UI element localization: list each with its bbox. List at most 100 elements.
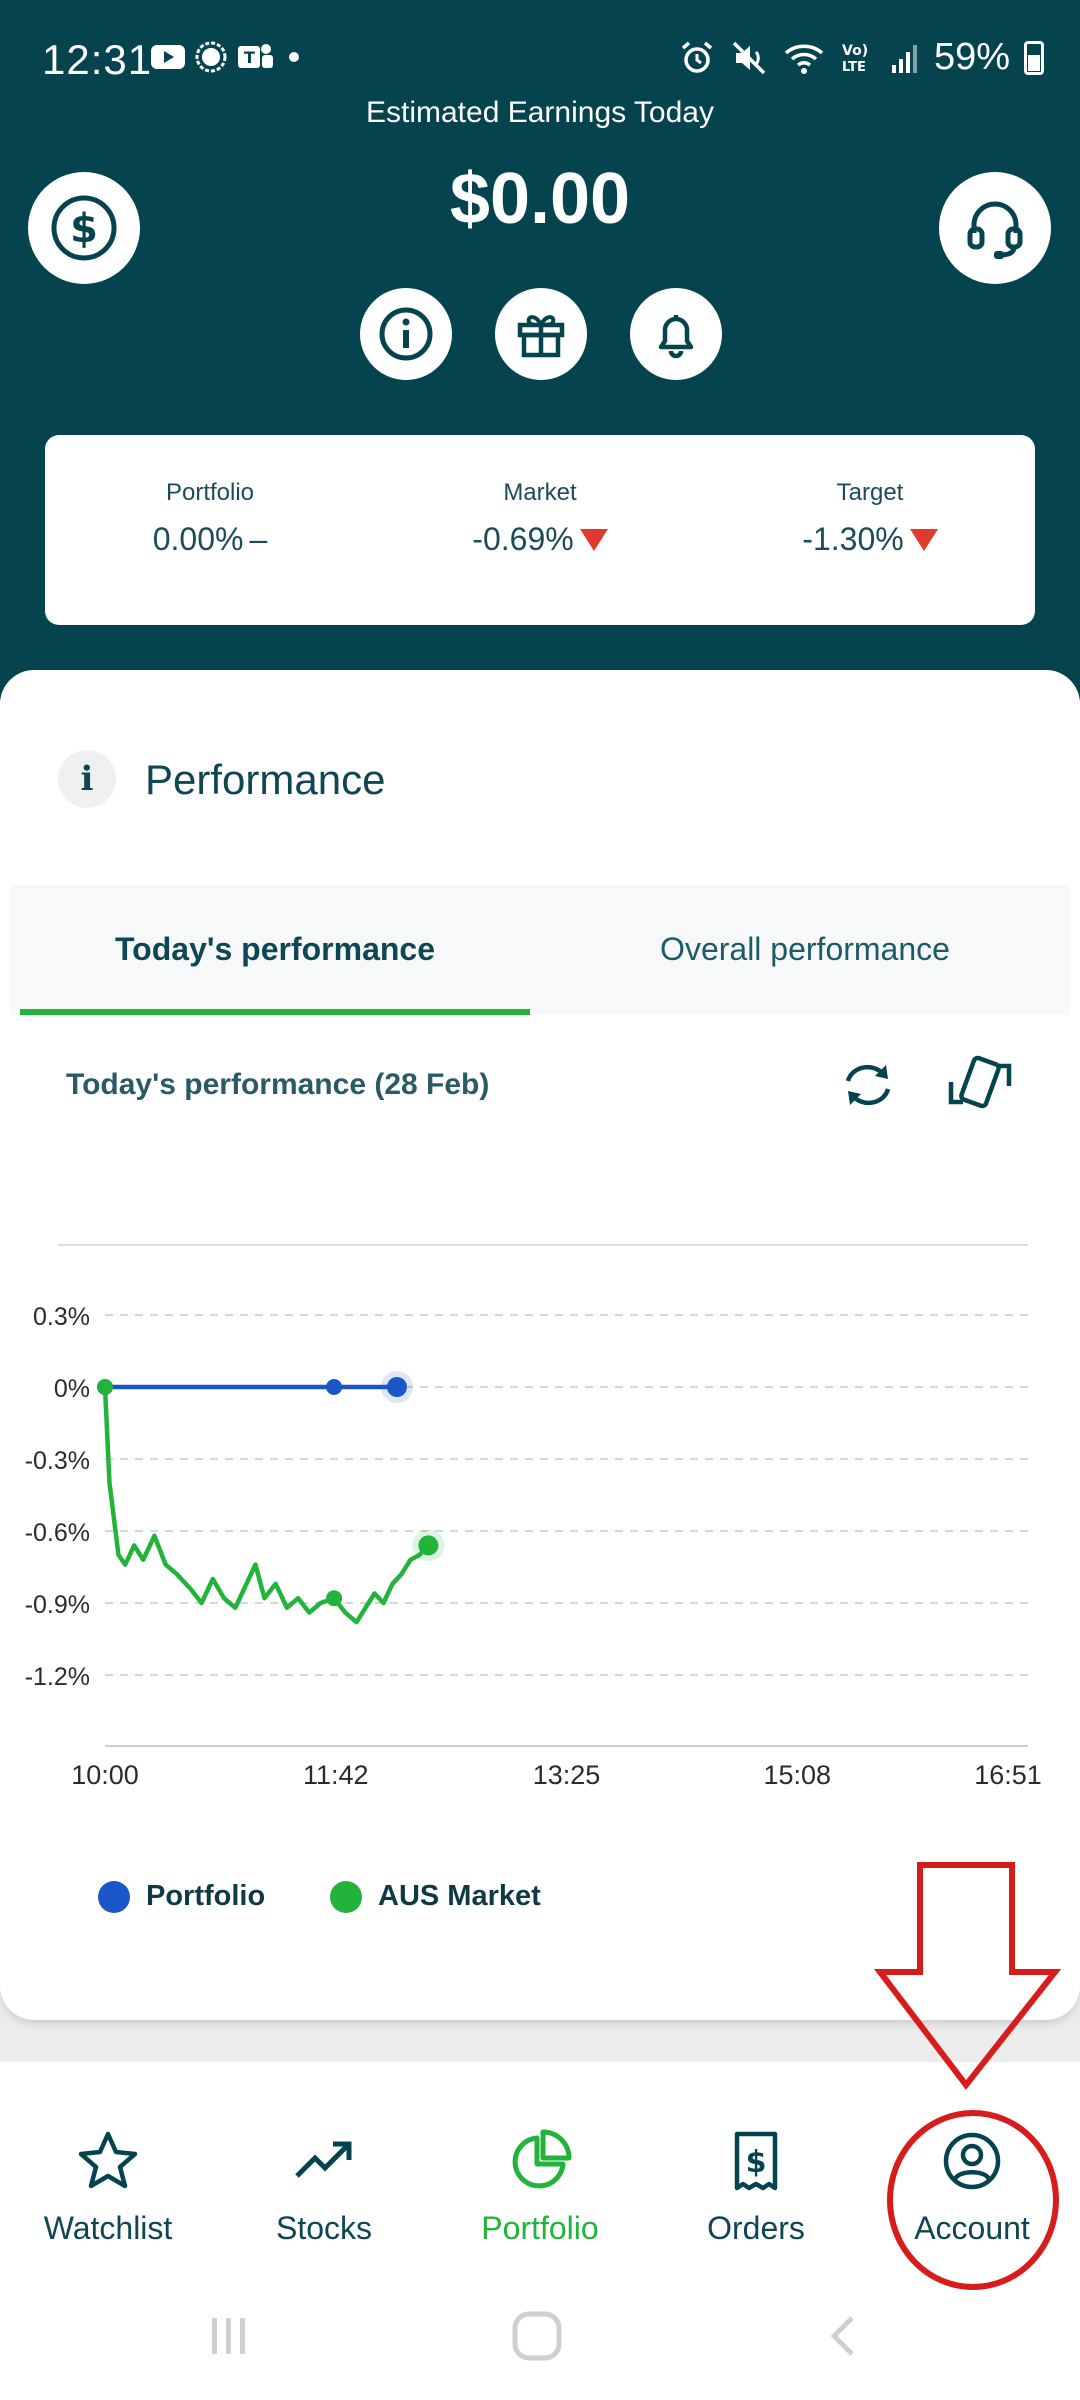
- teams-icon: T: [238, 44, 273, 68]
- wifi-icon: [784, 44, 824, 74]
- flat-trend-icon: –: [249, 521, 268, 557]
- x-tick-label: 13:25: [533, 1760, 601, 1790]
- battery-icon: [1024, 40, 1044, 75]
- signal-app-icon: [195, 41, 227, 73]
- nav-label: Orders: [707, 2210, 805, 2246]
- tab-todays-performance[interactable]: Today's performance: [10, 885, 540, 1015]
- gift-icon: [517, 315, 565, 358]
- refresh-button[interactable]: [838, 1055, 898, 1120]
- stat-target: Target -1.30%: [705, 435, 1035, 625]
- dollar-button[interactable]: $: [28, 172, 140, 284]
- stat-portfolio: Portfolio 0.00% –: [45, 435, 375, 625]
- y-tick-label: 0%: [54, 1375, 90, 1403]
- y-tick-label: -0.6%: [25, 1519, 90, 1547]
- svg-text:T: T: [244, 48, 255, 67]
- svg-text:LTE: LTE: [842, 60, 866, 75]
- series-mid-point: [326, 1590, 343, 1607]
- earnings-value: $0.00: [449, 159, 631, 239]
- stat-value: -0.69%: [472, 521, 574, 557]
- stats-card: Portfolio 0.00% – Market -0.69% Target -…: [45, 435, 1035, 625]
- nav-label: Watchlist: [43, 2210, 173, 2246]
- legend-item-aus-market: AUS Market: [330, 1880, 541, 1913]
- performance-tabs: Today's performance Overall performance: [10, 885, 1070, 1015]
- svg-text:Vo): Vo): [842, 43, 868, 59]
- bell-icon: [658, 315, 694, 359]
- series-mid-point: [326, 1379, 343, 1395]
- receipt-dollar-icon: $: [734, 2131, 778, 2191]
- nav-label: Stocks: [275, 2210, 373, 2246]
- stat-value: 0.00%: [152, 521, 244, 557]
- rewards-button[interactable]: [495, 288, 587, 380]
- back-button[interactable]: [830, 2316, 854, 2356]
- notifications-button[interactable]: [630, 288, 722, 380]
- stat-value-row: -1.30%: [705, 521, 1035, 558]
- x-tick-label: 10:00: [71, 1760, 139, 1790]
- performance-chart: 0.3% 0% -0.3% -0.6% -0.9% -1.2% 10:00 11:42 13:2…: [25, 1244, 1042, 1790]
- status-right: Vo) LTE 59%: [678, 36, 1044, 79]
- headset-icon: [967, 201, 1023, 259]
- stat-market: Market -0.69%: [375, 435, 705, 625]
- info-icon: [379, 307, 433, 361]
- user-circle-icon: [943, 2132, 1001, 2190]
- down-arrow-icon: [909, 528, 938, 551]
- tab-overall-performance[interactable]: Overall performance: [660, 931, 950, 967]
- svg-text:$: $: [746, 2145, 767, 2180]
- earnings-label: Estimated Earnings Today: [366, 96, 714, 129]
- alarm-icon: [681, 41, 713, 73]
- system-navigation: [212, 2311, 854, 2361]
- stat-value: -1.30%: [802, 521, 904, 557]
- recent-apps-button[interactable]: [212, 2318, 245, 2354]
- nav-portfolio[interactable]: Portfolio: [432, 2128, 648, 2247]
- y-tick-label: -0.3%: [25, 1447, 90, 1475]
- nav-stocks[interactable]: Stocks: [216, 2128, 432, 2247]
- series-line-aus-market: [102, 1386, 431, 1625]
- status-time: 12:31: [42, 36, 153, 83]
- status-bar: 12:31 T Vo) LTE 59%: [0, 0, 1080, 110]
- series-start-point: [97, 1379, 113, 1395]
- svg-text:$: $: [70, 206, 98, 252]
- y-tick-label: 0.3%: [33, 1303, 90, 1331]
- rotate-screen-button[interactable]: [945, 1052, 1015, 1121]
- star-icon: [78, 2131, 138, 2189]
- home-button[interactable]: [512, 2311, 562, 2361]
- notification-icons: T: [150, 40, 304, 74]
- legend-swatch: [330, 1880, 362, 1913]
- legend-item-portfolio: Portfolio: [98, 1880, 265, 1913]
- trending-up-icon: [295, 2141, 352, 2178]
- performance-info-icon[interactable]: i: [58, 750, 116, 808]
- support-button[interactable]: [939, 172, 1051, 284]
- x-tick-label: 15:08: [763, 1760, 831, 1790]
- stat-label: Target: [836, 479, 904, 506]
- volte-icon: Vo)LTE: [842, 43, 868, 75]
- nav-watchlist[interactable]: Watchlist: [0, 2128, 216, 2247]
- y-tick-label: -1.2%: [25, 1663, 90, 1691]
- stat-label: Portfolio: [165, 479, 255, 506]
- legend-label: AUS Market: [378, 1880, 541, 1912]
- nav-label: Portfolio: [481, 2210, 599, 2246]
- pie-chart-icon: [512, 2129, 572, 2189]
- legend-label: Portfolio: [146, 1880, 266, 1912]
- stat-label: Market: [503, 479, 577, 506]
- performance-title: Performance: [145, 756, 386, 803]
- screen-rotation-icon: [948, 1055, 1012, 1109]
- signal-strength-icon: [891, 44, 917, 73]
- x-tick-label: 16:51: [974, 1760, 1042, 1790]
- stat-value-row: -0.69%: [375, 521, 705, 558]
- battery-percent: 59%: [933, 36, 1010, 78]
- nav-account[interactable]: Account: [864, 2128, 1080, 2247]
- y-tick-label: -0.9%: [25, 1591, 90, 1619]
- nav-label: Account: [914, 2210, 1030, 2246]
- nav-orders[interactable]: $ Orders: [648, 2128, 864, 2247]
- mute-icon: [732, 41, 766, 74]
- series-end-point: [386, 1377, 407, 1397]
- down-arrow-icon: [579, 528, 608, 551]
- refresh-icon: [845, 1064, 891, 1106]
- more-notifications-dot-icon: [289, 52, 299, 62]
- stat-value-row: 0.00% –: [45, 521, 375, 558]
- dollar-circle-icon: $: [51, 195, 117, 261]
- youtube-icon: [151, 45, 185, 69]
- chart-heading: Today's performance (28 Feb): [66, 1068, 490, 1101]
- info-button[interactable]: [360, 288, 452, 380]
- x-tick-label: 11:42: [303, 1760, 369, 1790]
- series-end-point: [418, 1535, 439, 1556]
